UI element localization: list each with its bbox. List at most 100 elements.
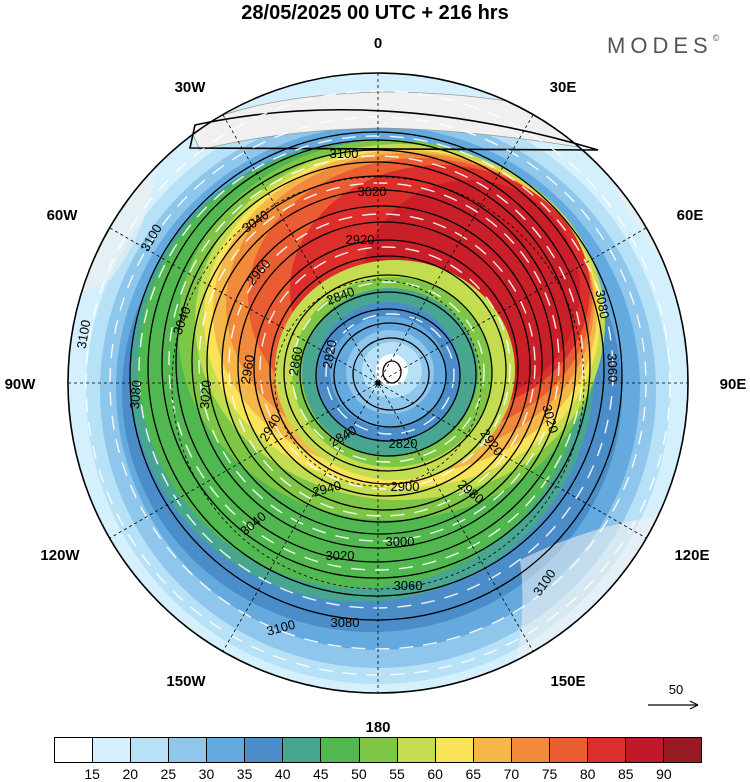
contour-3040 [175,161,577,563]
colorbar-cell [359,738,398,762]
wind-ring-4 [228,213,536,517]
contour-2840 [333,322,447,428]
colorbar-cell [169,738,208,762]
colorbar-tick-label: 80 [579,766,596,782]
meridian-60e-120w [109,227,647,539]
reference-vector-arrowhead [689,700,699,710]
meridian-60w-120e [109,227,647,539]
colorbar-cell [397,738,436,762]
contour-2820 [352,337,430,411]
wind-ring-3 [259,246,511,490]
reference-vector-box: 50 [646,682,706,712]
colorbar-cell [664,738,702,762]
contour-label: 3100 [74,319,94,350]
colorbar [54,737,702,763]
meridian-30w-150e [222,114,534,652]
contour-label: 3020 [326,548,355,563]
meridian-30e-150w [222,114,534,652]
colorbar-cell [625,738,664,762]
contour-label: 3020 [197,380,214,410]
colorbar-ticks: 15 20 25 30 35 40 45 50 55 60 65 70 75 80 85 90 [54,766,702,782]
colorbar-tick-label: 70 [503,766,520,782]
contour-2900 [283,274,493,472]
contour-2920 [269,255,507,485]
colorbar-tick-label: 15 [84,766,100,782]
contour-label: 3020 [358,184,387,199]
colorbar-tick-label: 75 [541,766,558,782]
colorbar-tick-label: 55 [389,766,405,782]
lon-label-30w: 30W [175,79,207,96]
colorbar-cell [93,738,132,762]
contour-label: 2820 [320,339,340,370]
lon-label-90w: 90W [5,376,37,393]
contour-label: 2940 [311,478,343,500]
brand-text: MODES [607,33,713,58]
colorbar-cell [435,738,474,762]
contour-label: 2960 [238,354,258,385]
wind-ring-1 [325,313,455,435]
reference-vector-label: 50 [668,682,684,697]
lon-label-60w: 60W [47,207,79,224]
contour-2940 [253,239,519,497]
colorbar-tick-label: 85 [617,766,634,782]
lon-label-150w: 150W [166,673,206,690]
colorbar-tick-label: 60 [427,766,443,782]
brand-logo: MODES© [607,33,719,59]
contour-label: 3080 [331,615,360,630]
contour-label: 3020 [539,403,561,435]
map-title: 28/05/2025 00 UTC + 216 hrs [241,2,509,24]
contour-label: 2860 [286,346,306,377]
reference-vector [648,700,699,710]
contour-label: 3080 [593,289,613,320]
copyright-mark: © [712,33,720,43]
contour-label: 2820 [389,436,418,451]
contour-label: 2920 [346,232,375,247]
colorbar-cell [321,738,360,762]
contour-label: 3060 [604,353,620,382]
wind-ring-7 [138,135,614,609]
colorbar-cell [131,738,170,762]
wind-ring-5 [198,182,560,542]
pole-marker [375,380,381,386]
contour-2880 [299,291,477,457]
longitude-labels: 0 30E 60E 90E 120E 150E 180 150W 120W 90… [5,35,747,736]
colorbar-cell [207,738,246,762]
contour-label: 3100 [265,617,297,639]
colorbar-tick-label: 45 [313,766,329,782]
wind-ring-2 [291,281,485,463]
lon-label-180: 180 [365,719,390,736]
contour-label: 3060 [394,578,423,593]
colorbar-cell [245,738,284,762]
lon-label-30e: 30E [550,79,577,96]
colorbar-cell [511,738,550,762]
lon-label-60e: 60E [677,207,704,224]
colorbar-cell [587,738,626,762]
contour-3100-north [189,108,599,151]
contour-label: 3100 [330,146,359,161]
contour-3060 [161,149,591,579]
latitude-circle-1 [274,279,482,487]
map-boundary [67,72,689,694]
height-contours [129,108,623,621]
contour-label: 3080 [127,380,144,410]
graticule [68,73,688,693]
colorbar-tick-label: 20 [122,766,139,782]
colorbar-tick-label: 35 [236,766,253,782]
colorbar-tick-label: 50 [351,766,367,782]
contour-3100 [129,131,623,621]
colorbar-tick-label: 40 [274,766,291,782]
colorbar-tick-label: 30 [198,766,215,782]
colorbar-cell [55,738,94,762]
lon-label-120e: 120E [674,547,709,564]
lon-label-120w: 120W [40,547,80,564]
lon-label-0: 0 [374,35,382,52]
contour-2860 [315,308,461,442]
colorbar-cell [473,738,512,762]
contour-3080 [147,139,605,597]
lon-label-90e: 90E [720,376,747,393]
colorbar-cell [549,738,588,762]
contour-2980 [221,205,543,523]
colorbar-cell [283,738,322,762]
contour-3000 [206,189,554,535]
